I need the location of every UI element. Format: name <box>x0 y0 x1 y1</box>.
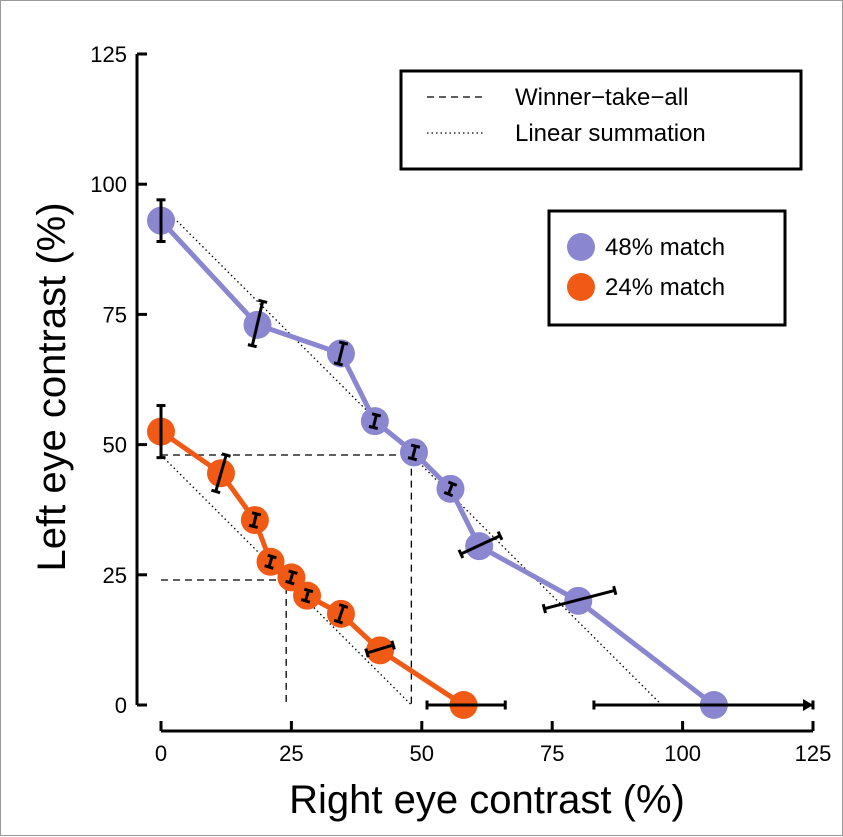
legend-layer: Winner−take−all Linear summation 48% match… <box>399 69 803 327</box>
series-24-error-cap <box>390 640 396 650</box>
series-24-error-cap <box>364 648 370 658</box>
series-24-error-cap <box>333 618 344 625</box>
linear-summation-line <box>160 204 663 706</box>
marker-legend-box <box>547 209 787 327</box>
series-48-error-cap <box>368 424 379 430</box>
x-tick-label: 50 <box>410 741 434 766</box>
y-tick-label: 25 <box>103 563 127 588</box>
series-48-error-cap <box>338 340 349 346</box>
y-axis-title: Left eye contrast (%) <box>30 202 74 571</box>
y-tick-label: 125 <box>90 42 127 67</box>
x-tick-label: 0 <box>155 741 167 766</box>
x-axis-title: Right eye contrast (%) <box>289 778 685 822</box>
legend-48-label: 48% match <box>605 234 725 261</box>
series-48-error-cap <box>371 412 382 418</box>
series-48-error-bar <box>250 301 265 346</box>
legend-linear-summation-label: Linear summation <box>515 120 706 147</box>
series-48-error-cap <box>407 456 418 462</box>
x-tick-label: 125 <box>795 741 832 766</box>
winner-take-all-line <box>161 579 287 705</box>
series-24-error-cap <box>248 523 259 529</box>
series-48-error-cap <box>447 480 458 487</box>
series-48-error-cap <box>496 531 504 541</box>
y-tick-label: 75 <box>103 302 127 327</box>
line-legend-box <box>399 69 803 171</box>
legend-24-label: 24% match <box>605 274 725 301</box>
series-24-error-bar <box>336 605 345 623</box>
x-tick-label: 75 <box>540 741 564 766</box>
series-48-error-cap <box>443 491 454 498</box>
series-24-error-cap <box>264 564 274 570</box>
axes-layer: 0 25 50 75 100 125 0 25 50 75 100 125 <box>90 42 831 766</box>
legend-winner-take-all-label: Winner−take−all <box>515 84 688 111</box>
series-48-error-bar <box>336 342 346 365</box>
x-tick-label: 25 <box>279 741 303 766</box>
series-48-error-cap <box>257 298 268 304</box>
series-24-error-cap <box>303 587 314 594</box>
series-24-error-bar <box>214 454 228 492</box>
series-24-error-bar <box>288 571 295 584</box>
series-24-error-cap <box>221 452 231 458</box>
y-tick-label: 50 <box>103 433 127 458</box>
series-48-error-cap <box>541 603 547 614</box>
series-24-error-cap <box>251 511 262 517</box>
series-24-error-bar <box>251 513 258 527</box>
y-tick-label: 100 <box>90 172 127 197</box>
series-48-error-bar <box>447 483 454 495</box>
x-tick-label: 100 <box>664 741 701 766</box>
series-24-error-bar <box>267 556 274 568</box>
series-24-error-cap <box>338 603 349 609</box>
series-48-error-cap <box>457 549 465 559</box>
series-24-error-cap <box>211 488 221 495</box>
series-48-error-bar <box>371 414 378 428</box>
series-24-error-cap <box>285 579 295 586</box>
legend-48-marker <box>567 233 595 261</box>
series-24-error-cap <box>300 598 311 604</box>
series-48-error-bar <box>460 534 501 556</box>
series-24-error-cap <box>288 569 298 575</box>
y-tick-label: 0 <box>115 693 127 718</box>
series-48-error-arrow <box>803 699 813 711</box>
series-24-line <box>159 429 465 708</box>
legend-24-marker <box>567 273 595 301</box>
series-24-error-bar <box>366 643 394 655</box>
series-48-error-cap <box>247 343 258 349</box>
series-48-error-cap <box>612 585 618 596</box>
series-layer <box>147 198 815 719</box>
series-48-error-cap <box>333 361 344 367</box>
series-48-error-bar <box>410 445 417 460</box>
series-48-error-bar <box>544 588 616 611</box>
series-24-error-bar <box>304 589 311 602</box>
series-48-error-cap <box>410 443 421 449</box>
series-24-error-cap <box>267 553 277 560</box>
